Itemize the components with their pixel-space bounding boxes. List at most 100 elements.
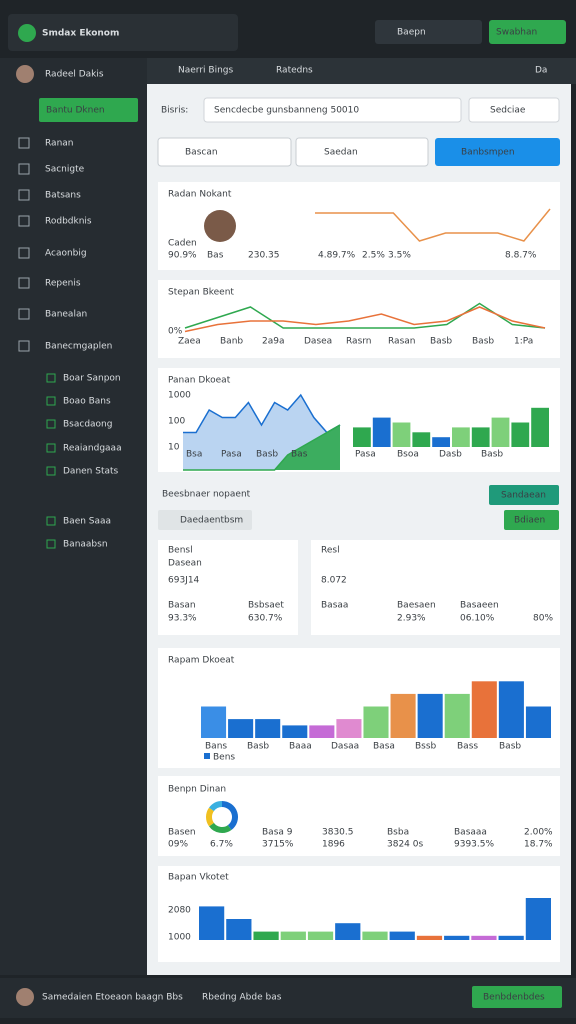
sub-icon: [46, 419, 56, 429]
y-tick-label: 1000: [168, 933, 191, 943]
action-label: Saedan: [324, 148, 358, 158]
legend-label: Bens: [213, 753, 235, 763]
stat: Bsbsaet: [248, 601, 284, 611]
x-tick-label: Pasa: [355, 450, 376, 460]
user-name: Radeel Dakis: [45, 70, 104, 80]
search-box[interactable]: [375, 20, 482, 44]
bar: [353, 427, 371, 447]
bar: [392, 422, 411, 447]
stat: Basa 9: [262, 828, 293, 838]
nav-icon: [18, 340, 30, 352]
bar: [282, 725, 308, 738]
bar: [307, 931, 334, 940]
sub-icon: [46, 373, 56, 383]
footer-button[interactable]: [472, 986, 562, 1008]
action-button[interactable]: [295, 137, 429, 167]
stat: Bsba: [387, 828, 409, 838]
area: [183, 425, 340, 470]
x-tick-label: Bssb: [415, 742, 437, 752]
donut-slice: [221, 801, 238, 830]
y-tick-label: 0%: [168, 327, 183, 337]
nav-subitem: Boao Bans: [63, 397, 111, 407]
stat: Basaaa: [454, 828, 487, 838]
bar: [471, 681, 497, 738]
section-button[interactable]: [504, 510, 559, 530]
header-button-label: Swabhan: [496, 28, 537, 38]
bar: [336, 719, 362, 738]
line: [183, 424, 341, 471]
stat: 90.9%: [168, 251, 197, 261]
search: Baepn: [397, 28, 426, 38]
topbar: [147, 58, 576, 84]
header-button[interactable]: [489, 20, 566, 44]
sub-icon: [46, 466, 56, 476]
stat: 8.8.7%: [505, 251, 537, 261]
stat: 93.3%: [168, 614, 197, 624]
bar: [390, 693, 416, 738]
action-button[interactable]: [435, 138, 560, 166]
x-tick-label: 2a9a: [262, 337, 284, 347]
bar: [416, 935, 443, 940]
sub-icon: [46, 516, 56, 526]
bar: [452, 427, 470, 447]
tab: Ratedns: [276, 66, 313, 76]
search-input-text: Sencdecbe gunsbanneng 50010: [214, 106, 359, 116]
nav-subitem: Baen Saaa: [63, 517, 111, 527]
x-tick-label: Basb: [256, 450, 278, 460]
nav-item: Acaonbig: [45, 249, 87, 259]
bar: [412, 432, 431, 447]
nav-icon: [18, 137, 30, 149]
tab: Naerri Bings: [178, 66, 233, 76]
stat: 3824 0s: [387, 840, 423, 850]
stat: 3830.5: [322, 828, 354, 838]
action-button[interactable]: [157, 137, 292, 167]
x-tick-label: Bas: [291, 450, 308, 460]
panel-title: Benpn Dinan: [168, 785, 226, 795]
nav-item: Repenis: [45, 279, 81, 289]
section-button[interactable]: [489, 485, 559, 505]
bar: [471, 427, 490, 447]
caption: Caden: [168, 239, 197, 249]
line: [183, 393, 341, 434]
stat: 230.35: [248, 251, 280, 261]
x-tick-label: Basb: [481, 450, 503, 460]
stat: 3715%: [262, 840, 294, 850]
y-tick-label: 100: [168, 417, 185, 427]
section-title: Beesbnaer nopaent: [162, 490, 251, 500]
tag: Da: [535, 66, 547, 76]
legend-swatch: [204, 753, 210, 759]
stat: Basan: [168, 601, 196, 611]
footer-button-label: Benbdenbdes: [483, 993, 545, 1003]
x-tick-label: Rasan: [388, 337, 415, 347]
nav-item: Batsans: [45, 191, 81, 201]
bar: [253, 931, 279, 940]
card: [158, 540, 298, 635]
selected-item[interactable]: [39, 98, 138, 122]
nav-item: Banecmgaplen: [45, 342, 112, 352]
nav-subitem: Boar Sanpon: [63, 374, 121, 384]
search-input[interactable]: [203, 97, 462, 123]
panel: [158, 776, 560, 856]
donut-slice: [206, 807, 215, 827]
footer-avatar: [16, 988, 34, 1006]
x-tick-label: Basb: [499, 742, 521, 752]
search-label: Bisris:: [161, 106, 188, 116]
card: [311, 540, 560, 635]
status-text: Samedaien Etoeaon baagn Bbs: [42, 993, 183, 1003]
nav-icon: [18, 189, 30, 201]
stat: 4.89.7%: [318, 251, 356, 261]
nav-subitem: Banaabsn: [63, 540, 108, 550]
x-tick-label: Rasrn: [346, 337, 372, 347]
bar: [201, 706, 227, 738]
dropdown-label: Daedaentbsm: [180, 516, 243, 526]
search-button[interactable]: [468, 97, 560, 123]
bar: [491, 417, 510, 447]
panel: [158, 866, 560, 962]
x-tick-label: Bans: [205, 742, 227, 752]
card-subtitle: Dasean: [168, 559, 202, 569]
card-value: 693J14: [168, 576, 200, 586]
dropdown[interactable]: [158, 510, 252, 530]
logo-box: [8, 14, 238, 51]
nav-icon: [18, 247, 30, 259]
